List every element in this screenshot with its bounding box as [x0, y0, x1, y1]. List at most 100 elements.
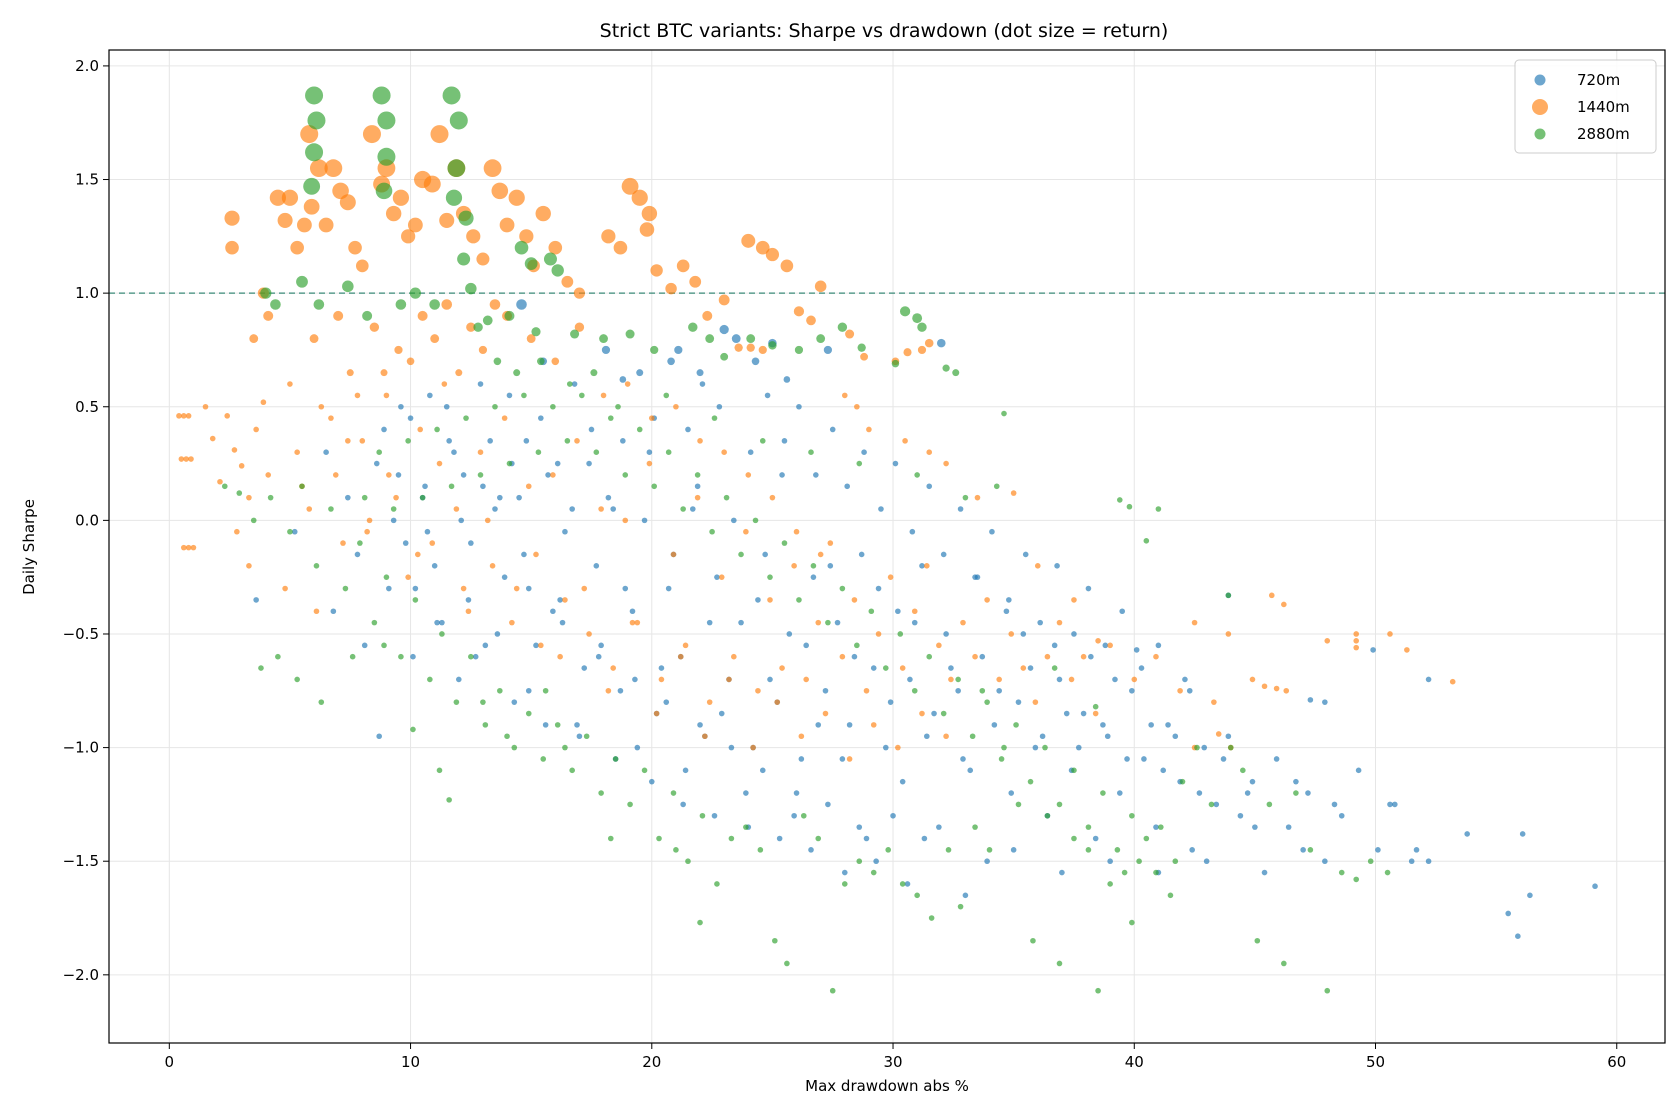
data-point	[696, 369, 704, 377]
data-point	[516, 494, 522, 501]
data-point	[313, 608, 320, 615]
data-point	[307, 111, 326, 130]
data-point	[342, 585, 349, 592]
data-point	[477, 381, 484, 387]
data-point	[921, 835, 928, 842]
data-point	[984, 597, 990, 603]
data-point	[550, 608, 556, 615]
data-point	[493, 357, 502, 366]
data-point	[863, 687, 870, 694]
data-point	[919, 563, 925, 569]
data-point	[409, 287, 421, 299]
data-point	[1034, 563, 1041, 569]
data-point	[610, 506, 616, 512]
data-point	[636, 369, 644, 377]
data-point	[702, 310, 713, 321]
data-point	[306, 506, 313, 512]
data-point	[656, 835, 662, 842]
data-point	[723, 494, 730, 501]
data-point	[960, 756, 966, 762]
data-point	[694, 494, 701, 501]
data-point	[1107, 881, 1113, 887]
data-point	[926, 449, 933, 455]
data-point	[1305, 790, 1311, 796]
data-point	[1129, 919, 1135, 926]
data-point	[907, 676, 913, 683]
data-point	[1172, 733, 1179, 740]
data-point	[969, 733, 976, 740]
data-point	[861, 449, 867, 455]
data-point	[1054, 563, 1060, 569]
data-point	[309, 334, 319, 343]
data-point	[1071, 835, 1077, 842]
data-point	[595, 653, 602, 660]
data-point	[759, 767, 766, 774]
data-point	[772, 937, 778, 944]
data-point	[928, 915, 935, 921]
data-point	[793, 306, 805, 317]
data-point	[1338, 812, 1345, 819]
data-point	[180, 544, 187, 551]
data-point	[1196, 790, 1203, 796]
data-point	[542, 722, 549, 728]
data-point	[489, 563, 496, 569]
x-axis-ticks: 0 10 20 30 40 50 60	[165, 1043, 1626, 1071]
data-point	[557, 653, 563, 660]
data-point	[430, 125, 449, 144]
data-point	[924, 733, 930, 740]
data-point	[1425, 676, 1432, 683]
data-point	[856, 460, 863, 467]
data-point	[533, 551, 539, 558]
data-point	[677, 653, 684, 660]
data-point	[342, 280, 354, 293]
data-point	[1519, 831, 1526, 837]
data-point	[731, 334, 741, 343]
data-point	[392, 189, 410, 206]
data-point	[429, 299, 440, 310]
data-point	[523, 438, 530, 444]
data-point	[991, 722, 998, 728]
data-point	[598, 790, 604, 796]
data-point	[613, 240, 628, 255]
data-point	[525, 710, 532, 717]
data-point	[714, 881, 720, 887]
data-point	[1355, 767, 1362, 774]
data-point	[482, 722, 489, 728]
data-point	[564, 438, 571, 444]
data-point	[631, 189, 648, 206]
data-point	[1008, 790, 1015, 796]
legend[interactable]: 720m 1440m 2880m	[1514, 59, 1657, 154]
data-point	[478, 345, 488, 355]
data-point	[781, 438, 788, 444]
data-point	[1331, 801, 1338, 808]
data-point	[296, 275, 308, 288]
data-point	[526, 334, 536, 343]
data-point	[1141, 756, 1147, 762]
data-point	[1370, 647, 1376, 653]
data-point	[574, 722, 580, 728]
data-point	[508, 189, 525, 206]
data-point	[706, 699, 713, 705]
data-point	[912, 313, 923, 324]
x-axis-label: Max drawdown abs %	[805, 1077, 969, 1095]
data-point	[758, 345, 767, 355]
data-point	[815, 835, 822, 842]
data-point	[1215, 731, 1222, 737]
data-point	[667, 357, 675, 366]
data-point	[287, 528, 293, 535]
data-point	[489, 299, 501, 310]
data-point	[303, 177, 321, 195]
data-point	[650, 264, 663, 277]
data-point	[395, 472, 402, 478]
data-point	[1155, 506, 1162, 512]
data-point	[533, 642, 539, 649]
data-point	[258, 665, 264, 671]
data-point	[791, 563, 797, 569]
data-point	[525, 687, 532, 694]
data-point	[1119, 608, 1126, 615]
data-point	[689, 275, 702, 288]
data-point	[238, 463, 245, 469]
data-point	[1322, 699, 1328, 705]
data-point	[1220, 756, 1227, 762]
y-tick-label: −1.0	[63, 739, 99, 757]
